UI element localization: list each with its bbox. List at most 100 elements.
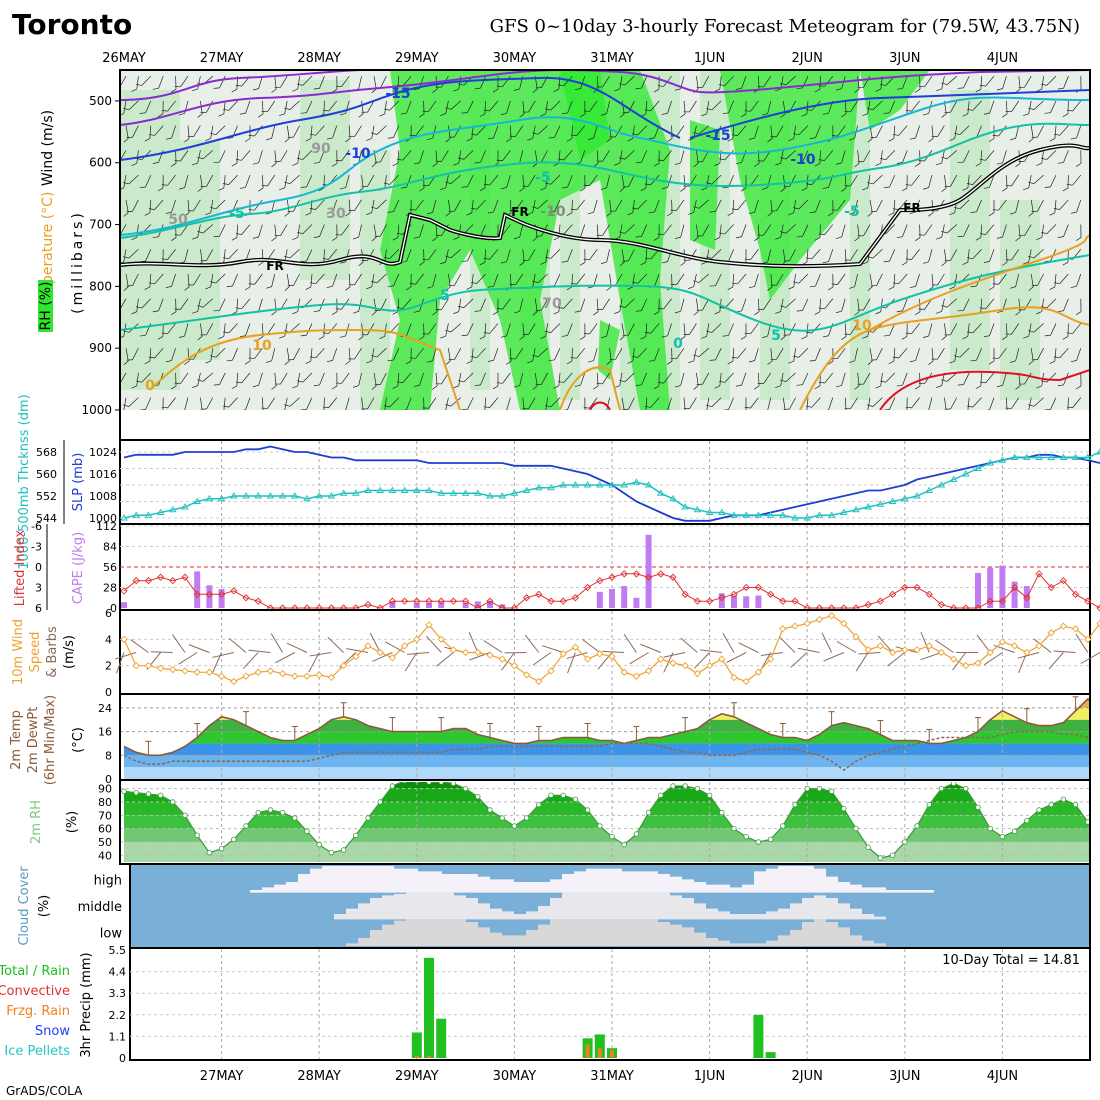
wind-barb-flag (880, 158, 886, 161)
wind-barb-shaft (698, 347, 710, 357)
wind-barb-flag (139, 334, 146, 337)
wind-barb (165, 125, 176, 140)
wind-barb-flag (435, 160, 442, 162)
wind-barb (374, 372, 387, 386)
wind-barb (440, 100, 449, 116)
wind-barb-flag (271, 163, 277, 168)
wind-barb-flag (844, 259, 851, 261)
wind-barb-shaft (537, 125, 548, 135)
wind-barb (635, 372, 648, 386)
wind-barb-flag (693, 206, 700, 209)
wind-barb-flag (670, 283, 677, 285)
wind-barb-flag (432, 88, 438, 93)
wind-barb (358, 100, 364, 118)
wind-barb (914, 76, 921, 93)
wind-barb (239, 323, 251, 338)
rh-light-patch (180, 140, 220, 360)
wind-barb (896, 372, 908, 387)
wind-barb-shaft (197, 76, 201, 89)
top-date-label: 28MAY (297, 51, 341, 66)
wind-barb-flag (653, 385, 660, 390)
wind-barb-flag (313, 87, 320, 90)
wind-barb-shaft (824, 224, 834, 235)
wind-barb-flag (870, 136, 877, 138)
wind-barb-shaft (680, 372, 685, 386)
wind-barb (161, 174, 176, 186)
wind-barb (883, 323, 896, 337)
wind-barb-shaft (785, 298, 796, 308)
wind-barb-flag (653, 237, 660, 241)
bottom-date-label: 31MAY (590, 1069, 634, 1084)
wind-barb-shaft (728, 100, 734, 114)
wind-barb-flag (693, 311, 699, 316)
wind-barb-flag (619, 231, 625, 234)
wind-barb (619, 75, 635, 86)
wind-barb-flag (748, 211, 755, 214)
wind-barb (835, 150, 846, 165)
wind-barb-shaft (876, 199, 883, 212)
wind-barb-shaft (645, 100, 648, 114)
wind-barb-flag (144, 212, 151, 216)
wind-barb-shaft (393, 199, 400, 212)
wind-barb-shaft (141, 150, 152, 160)
wind-barb (922, 175, 933, 190)
wind-barb-shaft (219, 224, 226, 237)
wind-barb-shaft (798, 125, 809, 136)
wind-barb-flag (174, 160, 181, 162)
wind-barb (331, 372, 338, 390)
wind-barb-flag (297, 157, 303, 160)
wind-barb-shaft (872, 249, 883, 259)
wind-barb-flag (322, 258, 329, 260)
wind-barb-shaft (615, 273, 623, 286)
contour-label: -10 (345, 146, 371, 162)
wind-barb-shaft (184, 323, 189, 337)
wind-barb (335, 224, 350, 236)
wind-barb (835, 224, 846, 239)
wind-barb-shaft (206, 174, 214, 187)
wind-barb-shaft (471, 199, 474, 213)
wind-barb-flag (205, 360, 211, 364)
thickness-tick-label: 568 (36, 446, 57, 459)
wind-barb (239, 100, 251, 115)
wind-barb (601, 397, 610, 410)
wind-barb-flag (248, 283, 255, 285)
wind-barb (192, 224, 201, 240)
wind-barb (587, 125, 598, 140)
wind-barb-flag (857, 383, 864, 385)
wind-barb (674, 298, 685, 314)
wind-barb (718, 224, 734, 235)
wind-barb-flag (396, 307, 403, 309)
rh-marker (279, 809, 286, 816)
wind-barb-shaft (793, 125, 796, 139)
wind-barb-shaft (737, 199, 747, 211)
wind-barb-flag (862, 113, 868, 117)
wind-barb (484, 397, 486, 410)
wind-barb-flag (165, 137, 172, 140)
wind-barb-flag (775, 88, 781, 92)
wind-barb (123, 249, 139, 259)
wind-barb-flag (680, 187, 686, 192)
wind-barb-shaft (724, 372, 734, 383)
wind-barb (226, 273, 238, 288)
wind-barb-flag (218, 336, 224, 340)
wind-barb-shaft (837, 347, 846, 359)
wind-barb-flag (849, 137, 855, 141)
wind-barb-shaft (419, 150, 424, 163)
wind-barb-shaft (215, 125, 226, 135)
wind-barb-shaft (271, 125, 276, 139)
wind-barb (775, 372, 784, 388)
wind-barb-shaft (297, 298, 300, 312)
wind-barb-flag (809, 359, 816, 362)
wind-barb (622, 174, 635, 188)
wind-barb (487, 125, 499, 140)
wind-barb-flag (844, 185, 851, 187)
wind-barb-shaft (454, 125, 462, 138)
wind-barb (767, 125, 773, 143)
wind-barb-flag (358, 113, 364, 118)
wind-barb (632, 125, 648, 136)
wind-barb (653, 224, 660, 241)
wind-barb (366, 348, 375, 364)
wind-barb-shaft (506, 174, 511, 188)
wind-barb-flag (657, 85, 664, 87)
